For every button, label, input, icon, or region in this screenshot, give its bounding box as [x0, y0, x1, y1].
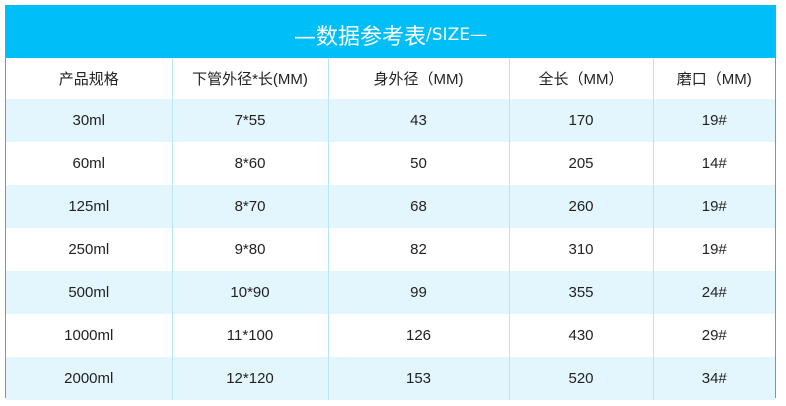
table-cell: 19#	[652, 185, 775, 228]
table-row: 125ml 8*70 68 260 19#	[6, 185, 775, 228]
table-row: 30ml 7*55 43 170 19#	[6, 99, 775, 142]
column-header: 全长（MM）	[508, 58, 653, 99]
table-cell: 68	[327, 185, 509, 228]
table-cell: 12*120	[171, 357, 328, 400]
column-header: 产品规格	[6, 58, 172, 99]
title-suffix: /SIZE—	[426, 24, 487, 45]
table-cell: 7*55	[171, 99, 328, 142]
table-row: 500ml 10*90 99 355 24#	[6, 271, 775, 314]
table-cell: 50	[327, 142, 509, 185]
table-cell: 430	[508, 314, 653, 357]
table-row: 1000ml 11*100 126 430 29#	[6, 314, 775, 357]
table-cell: 153	[327, 357, 509, 400]
title-text: —数据参考表	[294, 24, 427, 50]
table-cell: 205	[508, 142, 653, 185]
table-row: 60ml 8*60 50 205 14#	[6, 142, 775, 185]
header-row: 产品规格 下管外径*长(MM) 身外径（MM) 全长（MM） 磨口（MM)	[6, 58, 775, 99]
table-cell: 8*60	[171, 142, 328, 185]
table-cell: 500ml	[6, 271, 172, 314]
table-cell: 30ml	[6, 99, 172, 142]
size-table-frame: —数据参考表/SIZE— 产品规格 下管外径*长(MM) 身外径（MM) 全长（MM）…	[5, 5, 776, 400]
table-cell: 125ml	[6, 185, 172, 228]
table-cell: 10*90	[171, 271, 328, 314]
table-cell: 99	[327, 271, 509, 314]
table-row: 250ml 9*80 82 310 19#	[6, 228, 775, 271]
table-cell: 11*100	[171, 314, 328, 357]
table-cell: 29#	[652, 314, 775, 357]
table-cell: 355	[508, 271, 653, 314]
column-header: 下管外径*长(MM)	[171, 58, 328, 99]
table-cell: 19#	[652, 228, 775, 271]
table-cell: 250ml	[68, 241, 110, 258]
table-cell: 520	[508, 357, 653, 400]
column-header: 磨口（MM)	[652, 58, 775, 99]
table-cell: 19#	[652, 99, 775, 142]
table-cell: 82	[327, 228, 509, 271]
table-row: 2000ml 12*120 153 520 34#	[6, 357, 775, 400]
table-cell: 260	[508, 185, 653, 228]
table-cell: 34#	[652, 357, 775, 400]
table-cell: 2000ml	[6, 357, 172, 400]
size-table: 产品规格 下管外径*长(MM) 身外径（MM) 全长（MM） 磨口（MM) 30ml 7*5…	[6, 58, 775, 400]
table-cell: 170	[508, 99, 653, 142]
table-cell: 126	[327, 314, 509, 357]
table-cell: 43	[327, 99, 509, 142]
table-title: —数据参考表/SIZE—	[6, 5, 775, 58]
table-cell: 1000ml	[64, 327, 114, 344]
table-cell: 14#	[652, 142, 775, 185]
table-cell: 8*70	[171, 185, 328, 228]
column-header: 身外径（MM)	[327, 58, 509, 99]
table-cell: 310	[508, 228, 653, 271]
table-cell: 60ml	[72, 155, 105, 172]
table-cell: 9*80	[171, 228, 328, 271]
table-cell: 24#	[652, 271, 775, 314]
